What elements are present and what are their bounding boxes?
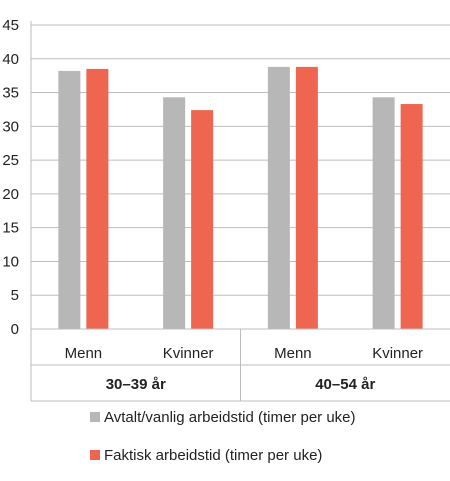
bar — [400, 104, 423, 329]
axes: 0 5 10 15 20 25 30 35 40 45 Menn Kvinner Menn Kvinner… — [2, 17, 450, 402]
x-tick-label: Menn — [65, 345, 103, 362]
bars — [58, 66, 423, 330]
group-label: 30–39 år — [106, 376, 166, 393]
bar — [163, 97, 186, 329]
legend-label: Faktisk arbeidstid (timer per uke) — [104, 447, 322, 464]
bar — [372, 97, 395, 329]
legend: Avtalt/vanlig arbeidstid (timer per uke)… — [90, 409, 356, 464]
legend-swatch — [90, 450, 100, 460]
x-tick-label: Kvinner — [163, 345, 214, 362]
bar — [295, 66, 318, 329]
y-tick-label: 25 — [2, 152, 19, 169]
y-tick-label: 5 — [11, 287, 19, 304]
bar — [86, 68, 109, 330]
y-tick-label: 45 — [2, 17, 19, 34]
y-tick-label: 40 — [2, 51, 19, 68]
legend-swatch — [90, 412, 100, 422]
y-tick-label: 0 — [11, 321, 19, 338]
y-tick-label: 20 — [2, 186, 19, 203]
y-tick-label: 35 — [2, 85, 19, 102]
y-tick-label: 15 — [2, 220, 19, 237]
group-label: 40–54 år — [315, 376, 375, 393]
legend-label: Avtalt/vanlig arbeidstid (timer per uke) — [104, 409, 356, 426]
x-tick-label: Kvinner — [372, 345, 423, 362]
y-tick-label: 10 — [2, 253, 19, 270]
bar — [58, 70, 81, 329]
x-tick-label: Menn — [274, 345, 312, 362]
y-tick-label: 30 — [2, 118, 19, 135]
bar — [267, 66, 290, 329]
bar — [191, 110, 214, 330]
